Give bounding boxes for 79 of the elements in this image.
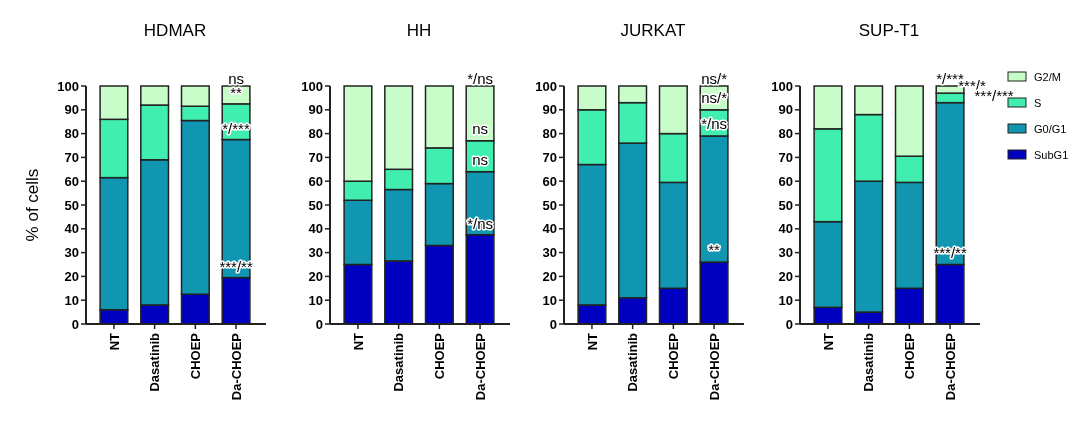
y-tick-label: 80 — [64, 126, 79, 142]
y-tick-label: 40 — [64, 221, 79, 237]
y-tick-label: 30 — [778, 245, 793, 261]
y-tick-label: 10 — [64, 292, 79, 308]
y-tick-label: 70 — [64, 149, 79, 165]
y-tick-label: 100 — [57, 78, 79, 94]
annotation: ** — [708, 241, 721, 259]
annotation: ns/* — [701, 70, 728, 87]
y-tick-label: 60 — [64, 173, 79, 189]
legend-label: G2/M — [1034, 71, 1061, 84]
x-tick-label: Da-CHOEP — [706, 332, 722, 401]
annotation: ns — [472, 119, 488, 137]
annotation: ** — [230, 84, 243, 102]
x-tick-label: CHOEP — [431, 332, 447, 380]
x-tick-label: Da-CHOEP — [942, 332, 958, 401]
annotation: */ns — [701, 115, 727, 133]
x-tick-label: CHOEP — [187, 332, 203, 380]
y-tick-label: 100 — [771, 78, 793, 94]
x-tick-label: Da-CHOEP — [472, 332, 488, 401]
x-tick-label: Dasatinib — [861, 332, 877, 392]
y-tick-label: 70 — [308, 149, 323, 165]
chart-title: HH — [406, 21, 432, 40]
x-tick-label: NT — [106, 332, 122, 351]
legend-label: S — [1034, 97, 1042, 110]
legend-label: G0/G1 — [1034, 123, 1067, 136]
chart-title: HDMAR — [143, 21, 207, 40]
y-tick-label: 90 — [64, 102, 79, 118]
annotation: */ns — [467, 70, 493, 87]
y-tick-label: 90 — [308, 102, 323, 118]
y-tick-label: 60 — [542, 173, 557, 189]
y-tick-label: 0 — [71, 316, 79, 332]
y-tick-label: 80 — [778, 126, 793, 142]
y-tick-label: 0 — [785, 316, 793, 332]
y-tick-label: 60 — [778, 173, 793, 189]
y-tick-label: 70 — [542, 149, 557, 165]
y-tick-label: 10 — [308, 292, 323, 308]
y-tick-label: 10 — [542, 292, 557, 308]
annotation: ns — [228, 70, 244, 87]
y-tick-label: 50 — [64, 197, 79, 213]
x-tick-label: NT — [350, 332, 366, 351]
y-tick-label: 10 — [778, 292, 793, 308]
x-tick-label: Dasatinib — [391, 332, 407, 392]
y-tick-label: 90 — [542, 102, 557, 118]
y-tick-label: 0 — [315, 316, 323, 332]
y-tick-label: 70 — [778, 149, 793, 165]
chart-title: JURKAT — [620, 21, 686, 40]
y-tick-label: 30 — [64, 245, 79, 261]
x-tick-label: CHOEP — [665, 332, 681, 380]
y-tick-label: 20 — [308, 268, 323, 284]
y-tick-label: 50 — [778, 197, 793, 213]
y-tick-label: 100 — [301, 78, 323, 94]
y-tick-label: 20 — [778, 268, 793, 284]
y-tick-label: 20 — [542, 268, 557, 284]
chart-title: SUP-T1 — [858, 21, 920, 40]
y-tick-label: 30 — [542, 245, 557, 261]
x-tick-label: Dasatinib — [625, 332, 641, 392]
y-tick-label: 40 — [308, 221, 323, 237]
x-tick-label: Dasatinib — [147, 332, 163, 392]
x-tick-label: Da-CHOEP — [228, 332, 244, 401]
x-tick-label: NT — [820, 332, 836, 351]
x-tick-label: NT — [584, 332, 600, 351]
y-tick-label: 30 — [308, 245, 323, 261]
y-tick-label: 60 — [308, 173, 323, 189]
y-tick-label: 40 — [542, 221, 557, 237]
y-tick-label: 20 — [64, 268, 79, 284]
legend-label: SubG1 — [1034, 149, 1069, 162]
y-tick-label: 0 — [549, 316, 557, 332]
y-axis-title: % of cells — [23, 168, 42, 242]
y-tick-label: 90 — [778, 102, 793, 118]
annotation: */ns — [467, 215, 493, 233]
x-tick-label: CHOEP — [901, 332, 917, 380]
y-tick-label: 100 — [535, 78, 557, 94]
annotation: ns/* — [701, 89, 728, 107]
y-tick-label: 50 — [308, 197, 323, 213]
y-tick-label: 50 — [542, 197, 557, 213]
annotation: ns — [472, 150, 488, 168]
y-tick-label: 80 — [542, 126, 557, 142]
y-tick-label: 80 — [308, 126, 323, 142]
y-tick-label: 40 — [778, 221, 793, 237]
